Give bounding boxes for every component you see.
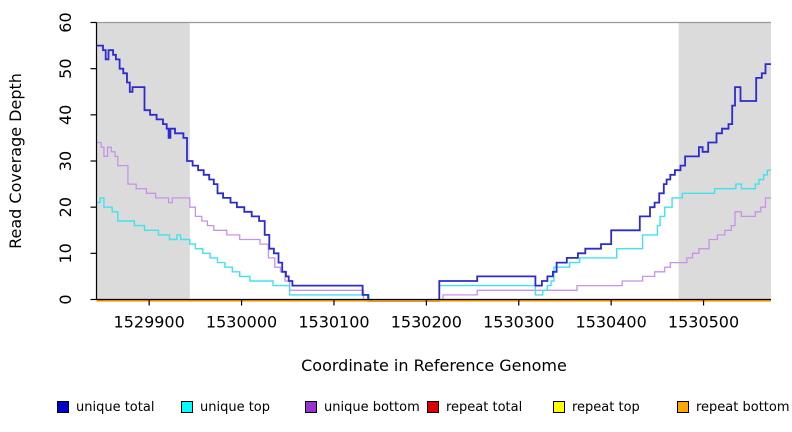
legend-swatch [57, 401, 69, 413]
x-tick-label: 1529900 [114, 313, 185, 332]
legend-item-repeat-bottom: repeat bottom [677, 397, 790, 417]
series-unique-top [96, 169, 771, 302]
y-tick-label: 0 [56, 294, 75, 304]
x-tick-label: 1530500 [668, 313, 739, 332]
legend-item-unique-total: unique total [57, 397, 154, 417]
legend-label: repeat total [446, 399, 523, 415]
repeat-region-shading [96, 21, 771, 300]
x-tick-label: 1530100 [298, 313, 369, 332]
y-tick-label: 40 [56, 105, 75, 125]
legend-swatch [181, 401, 193, 413]
coverage-step-lines [96, 44, 771, 302]
x-tick-label: 1530200 [391, 313, 462, 332]
legend-item-repeat-top: repeat top [553, 397, 640, 417]
legend-label: repeat bottom [696, 399, 790, 415]
coverage-depth-chart: 1529900 1530000 1530100 1530200 1530300 15304… [6, 12, 771, 375]
legend-item-unique-top: unique top [181, 397, 270, 417]
legend-label: unique total [76, 399, 155, 415]
legend-item-repeat-total: repeat total [427, 397, 522, 417]
x-tick-label: 1530300 [483, 313, 554, 332]
x-tick-label: 1530000 [206, 313, 277, 332]
axes: 1529900 1530000 1530100 1530200 1530300 15304… [56, 12, 771, 332]
legend-swatch [305, 401, 317, 413]
x-tick-label: 1530400 [576, 313, 647, 332]
x-axis-title: Coordinate in Reference Genome [301, 356, 567, 375]
legend-swatch [677, 401, 689, 413]
series-unique-total [96, 44, 771, 302]
y-tick-label: 10 [56, 243, 75, 263]
y-tick-label: 20 [56, 197, 75, 217]
legend-label: repeat top [572, 399, 640, 415]
legend-label: unique top [200, 399, 271, 415]
legend-swatch [427, 401, 439, 413]
chart-legend: unique total unique top unique bottom repea… [0, 397, 792, 419]
legend-item-unique-bottom: unique bottom [305, 397, 420, 417]
legend-swatch [553, 401, 565, 413]
y-tick-label: 50 [56, 58, 75, 78]
legend-label: unique bottom [324, 399, 420, 415]
y-tick-label: 30 [56, 151, 75, 171]
y-tick-label: 60 [56, 12, 75, 32]
y-axis-title: Read Coverage Depth [6, 73, 25, 249]
shaded-region [96, 22, 190, 300]
